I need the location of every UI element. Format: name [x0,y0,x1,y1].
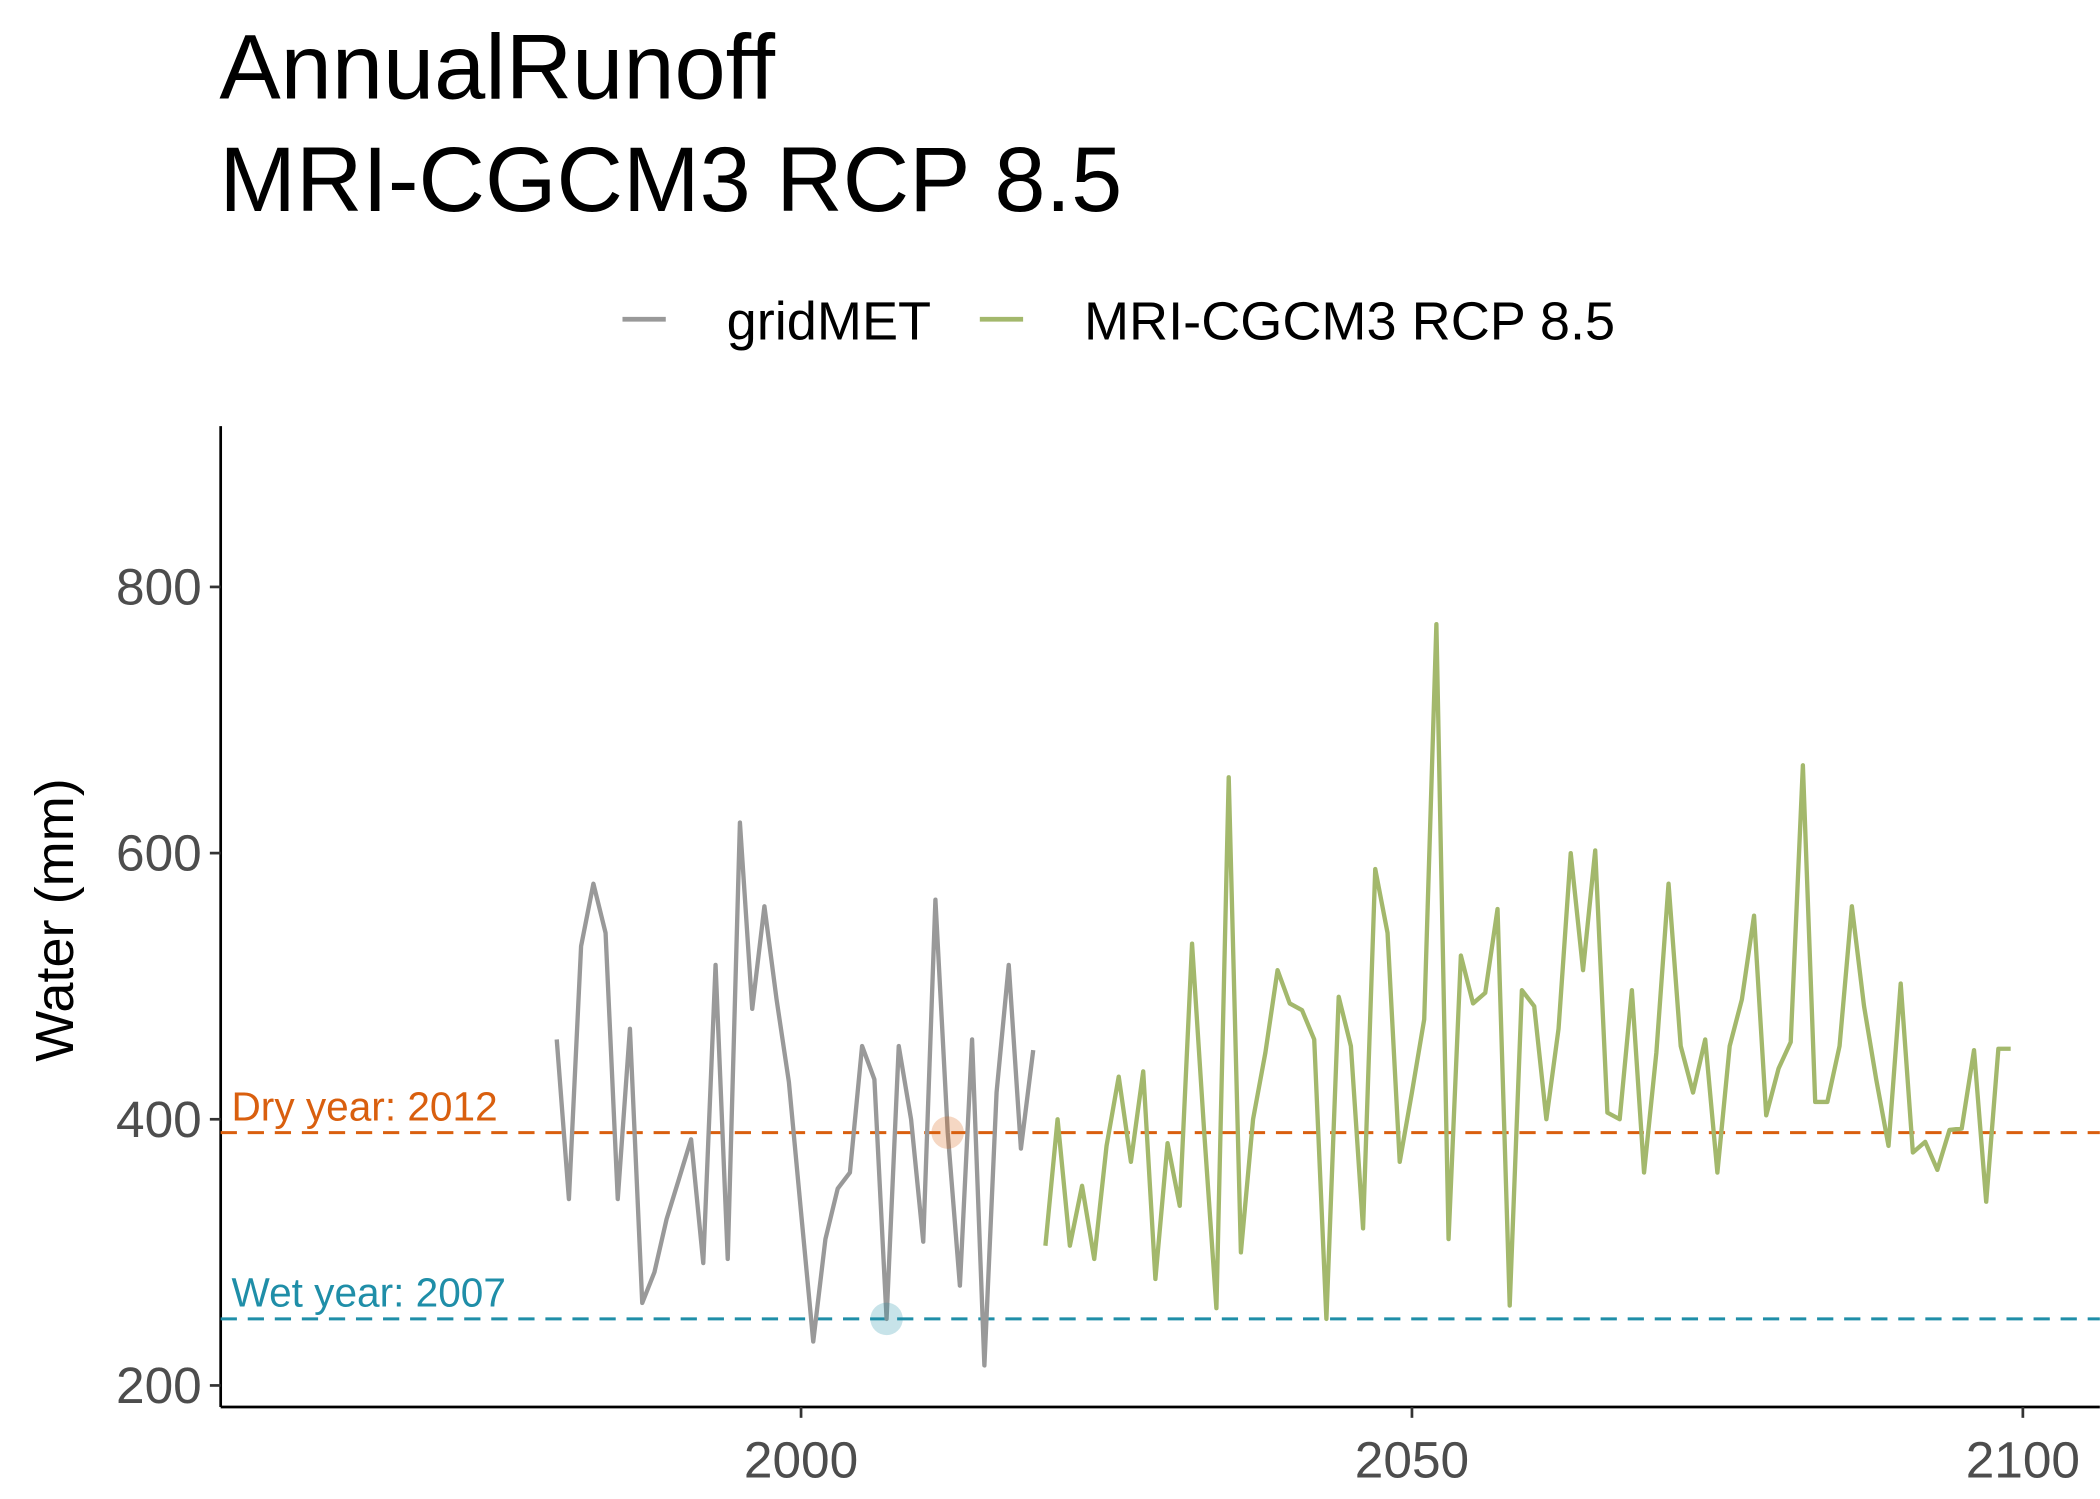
legend-label: MRI-CGCM3 RCP 8.5 [1084,292,1615,352]
y-tick-label: 200 [116,1356,202,1414]
legend-label: gridMET [727,292,931,352]
series-line [554,820,1036,1368]
x-tick-label: 2050 [1355,1430,1469,1488]
y-axis-label: Water (mm) [25,778,85,1062]
y-tick-label: 400 [116,1090,202,1148]
series-line [1043,622,2011,1322]
reference-label: Wet year: 2007 [232,1270,506,1316]
x-tick-label: 2100 [1966,1430,2080,1488]
y-tick-label: 600 [116,824,202,882]
reference-point [870,1302,903,1336]
chart-title: AnnualRunoff [219,17,775,119]
chart-subtitle: MRI-CGCM3 RCP 8.5 [219,129,1122,231]
x-tick-label: 2000 [744,1430,858,1488]
y-tick-label: 800 [116,558,202,616]
reference-label: Dry year: 2012 [232,1083,498,1129]
reference-point [931,1116,964,1149]
